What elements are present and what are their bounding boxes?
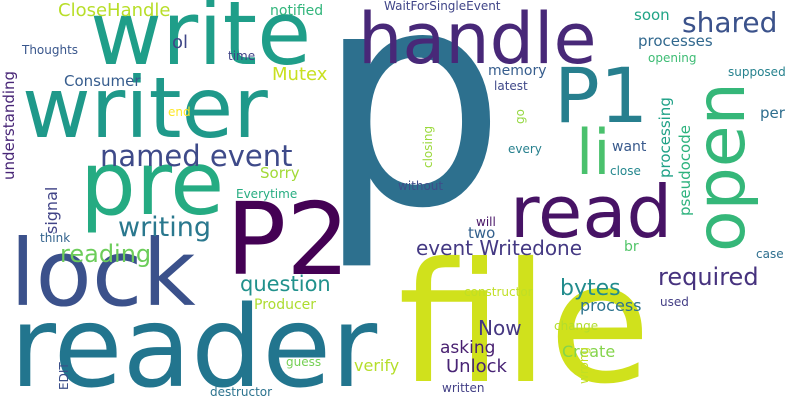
word-want: want <box>612 139 647 155</box>
word-used: used <box>660 295 689 309</box>
word-without: without <box>398 179 444 193</box>
word-every: every <box>508 142 542 156</box>
word-think: think <box>40 231 71 245</box>
word-consumer: Consumer <box>64 72 141 90</box>
word-constructor: constructor <box>464 285 533 299</box>
word-waitforsingleevent: WaitForSingleEvent <box>384 0 501 13</box>
word-memory: memory <box>488 63 547 79</box>
word-processes: processes <box>638 32 713 50</box>
word-P1: P1 <box>554 51 649 140</box>
word-two: two <box>468 224 496 242</box>
word-go: go <box>513 109 527 124</box>
word-edit: EDIT <box>57 362 71 390</box>
word-writer: writer <box>22 59 268 157</box>
word-ol: ol <box>172 32 189 53</box>
word-producer: Producer <box>254 297 317 313</box>
word-unlock: Unlock <box>446 356 507 377</box>
word-signal: signal <box>42 186 61 234</box>
word-writing: writing <box>118 212 212 243</box>
word-required: required <box>658 263 759 291</box>
word-reading: reading <box>60 240 152 268</box>
word-process: process <box>580 296 642 315</box>
word-event-writedone: event Writedone <box>416 236 583 260</box>
word-pseudocode: pseudocode <box>676 125 694 216</box>
word-closehandle: CloseHandle <box>58 0 171 21</box>
word-case: case <box>756 247 784 261</box>
word-understanding: understanding <box>0 70 18 180</box>
word-asking: asking <box>440 338 496 358</box>
word-P2: P2 <box>226 181 350 298</box>
word-open: open <box>682 82 761 252</box>
word-lock: lock <box>10 220 196 327</box>
word-file: file <box>398 228 651 400</box>
word-everytime: Everytime <box>236 187 298 201</box>
word-create: Create <box>562 342 616 361</box>
word-read: read <box>510 170 673 254</box>
word-change: change <box>554 319 599 333</box>
word-sorry: Sorry <box>260 164 300 182</box>
word-verify: verify <box>354 356 400 375</box>
word-opening: opening <box>648 51 697 65</box>
word-mutex: Mutex <box>272 64 328 85</box>
word-named-event: named event <box>100 139 293 173</box>
word-written: written <box>442 381 485 395</box>
word-soon: soon <box>634 6 670 24</box>
word-close: close <box>610 164 641 178</box>
word-notified: notified <box>270 3 324 19</box>
word-write: write <box>90 0 312 85</box>
word-supposed: supposed <box>728 65 786 79</box>
word-will: will <box>476 215 496 229</box>
word-wrong: wrong <box>577 346 591 384</box>
word-per: per <box>760 104 785 122</box>
word-latest: latest <box>494 79 528 93</box>
word-processing: processing <box>656 97 674 178</box>
word-li: li <box>576 116 611 189</box>
word-handle: handle <box>358 0 597 80</box>
word-bytes: bytes <box>560 276 621 301</box>
word-time: time <box>228 49 256 63</box>
word-p: p <box>316 0 507 274</box>
word-br: br <box>624 239 639 255</box>
word-closing: closing <box>421 125 435 168</box>
word-thoughts: Thoughts <box>22 43 79 57</box>
word-pre: pre <box>80 132 225 235</box>
word-destructor: destructor <box>210 385 273 399</box>
word-shared: shared <box>682 6 778 39</box>
word-guess: guess <box>286 355 322 369</box>
word-reader: reader <box>10 283 378 400</box>
word-now: Now <box>478 316 522 340</box>
word-end: end <box>168 105 191 119</box>
word-question: question <box>240 272 331 296</box>
